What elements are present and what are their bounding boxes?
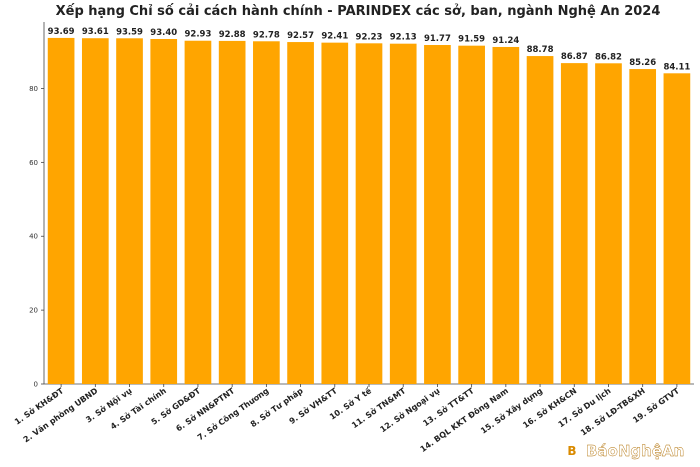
chart-title: Xếp hạng Chỉ số cải cách hành chính - PA…	[56, 4, 661, 19]
bar-value-label: 85.26	[629, 58, 656, 68]
bar-value-label: 92.13	[390, 33, 417, 43]
bar	[287, 42, 314, 385]
bar	[150, 38, 178, 385]
bar-value-label: 92.57	[287, 31, 314, 41]
watermark-text: BáoNghệAn	[586, 442, 684, 460]
bar	[389, 43, 417, 385]
bar	[492, 46, 520, 384]
bar-value-label: 92.41	[321, 32, 348, 42]
bar-value-label: 93.59	[116, 27, 143, 37]
bar-group	[47, 37, 691, 385]
bar	[526, 56, 554, 384]
bar-value-label: 93.69	[48, 27, 75, 37]
x-tick-label: 4. Sở Tài chính	[108, 385, 168, 431]
bar	[424, 45, 451, 385]
y-tick-label: 40	[29, 233, 38, 241]
x-tick-label: 6. Sở NN&PTNT	[174, 385, 237, 433]
x-tick-label: 12. Sở Ngoại vụ	[378, 385, 442, 434]
y-tick-label: 60	[29, 159, 38, 167]
bar	[663, 73, 691, 385]
bar-value-label: 91.24	[492, 36, 519, 46]
bar	[458, 45, 485, 384]
watermark-logo: B BáoNghệAn	[561, 439, 684, 461]
bar-value-label: 86.87	[561, 52, 588, 62]
bar-value-label: 93.40	[150, 28, 177, 38]
y-tick-label: 0	[34, 381, 38, 389]
bar	[184, 40, 212, 384]
bar	[47, 37, 75, 384]
logo-icon	[561, 439, 583, 461]
bar	[253, 41, 280, 384]
bar	[595, 63, 622, 385]
bar-value-label: 92.88	[219, 30, 246, 40]
bar-value-label: 92.78	[253, 30, 280, 40]
bar-value-label: 84.11	[663, 62, 690, 72]
bar-value-label: 91.59	[458, 35, 485, 45]
bar	[218, 40, 246, 384]
bar-value-label: 91.77	[424, 34, 451, 44]
bar-value-label: 93.61	[82, 27, 109, 37]
bar	[560, 63, 588, 385]
bar	[355, 43, 383, 385]
y-tick-label: 20	[29, 307, 38, 315]
value-label-group: 93.69 93.61 93.59 93.40 92.93 92.88 92.78 92.57…	[48, 27, 691, 72]
bar	[629, 69, 657, 384]
bar-value-label: 92.23	[356, 32, 383, 42]
bar-value-label: 86.82	[595, 52, 622, 62]
bar-value-label: 92.93	[185, 30, 212, 40]
x-tick-label: 18. Sở LĐ-TB&XH	[578, 385, 646, 437]
y-tick-label: 80	[29, 85, 38, 93]
bar	[116, 38, 143, 384]
x-tick-label: 15. Sở Xây dựng	[479, 385, 545, 435]
bar-value-label: 88.78	[527, 45, 554, 55]
bar	[321, 42, 349, 385]
logo-icon-glyph: B	[567, 444, 576, 458]
bar	[81, 38, 109, 384]
